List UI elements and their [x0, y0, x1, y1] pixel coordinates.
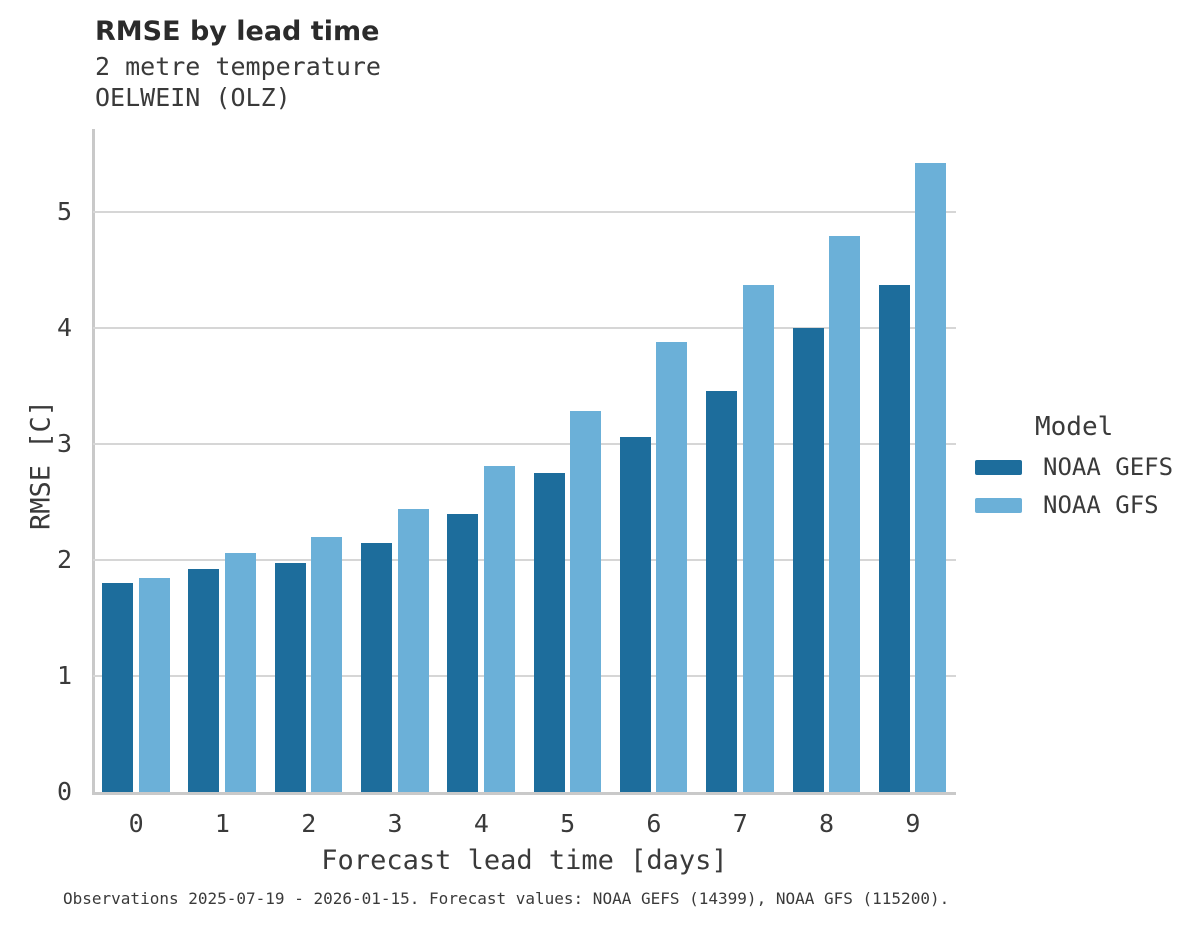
bar-noaa-gfs-lead-5: [570, 410, 602, 792]
legend-title: Model: [1035, 412, 1114, 442]
chart-subtitle-station: OELWEIN (OLZ): [95, 83, 291, 112]
y-tick-label-0: 0: [56, 777, 72, 806]
y-axis-spine: [92, 129, 95, 795]
bar-noaa-gfs-lead-3: [397, 509, 429, 792]
legend: Model NOAA GEFS NOAA GFS: [975, 412, 1195, 530]
gridline-y-3: [93, 442, 956, 446]
x-axis-title: Forecast lead time [days]: [321, 845, 728, 876]
bar-noaa-gfs-lead-2: [311, 537, 343, 792]
bar-noaa-gfs-lead-8: [829, 235, 861, 792]
bar-noaa-gefs-lead-3: [361, 542, 393, 792]
bar-noaa-gefs-lead-6: [619, 437, 651, 792]
chart-subtitle-variable: 2 metre temperature: [95, 52, 381, 81]
x-tick-label-6: 6: [646, 809, 662, 838]
bar-noaa-gefs-lead-2: [274, 562, 306, 792]
x-tick-label-1: 1: [214, 809, 230, 838]
x-tick-label-4: 4: [473, 809, 489, 838]
legend-swatch-noaa-gefs: [975, 459, 1022, 475]
x-axis-spine: [92, 792, 956, 795]
bar-noaa-gfs-lead-0: [138, 577, 170, 792]
bar-noaa-gfs-lead-6: [656, 342, 688, 792]
legend-label: NOAA GEFS: [1043, 453, 1174, 481]
bar-noaa-gefs-lead-1: [188, 569, 220, 792]
x-tick-label-2: 2: [301, 809, 317, 838]
chart-title: RMSE by lead time: [95, 16, 380, 47]
x-tick-label-5: 5: [560, 809, 576, 838]
y-tick-label-5: 5: [56, 197, 72, 227]
chart-caption: Observations 2025-07-19 - 2026-01-15. Fo…: [63, 889, 950, 908]
bar-noaa-gefs-lead-0: [102, 583, 134, 792]
x-tick-label-0: 0: [128, 809, 144, 838]
x-tick-label-8: 8: [819, 809, 835, 838]
gridline-y-4: [93, 326, 956, 330]
bar-noaa-gfs-lead-7: [742, 285, 774, 792]
bar-noaa-gfs-lead-9: [915, 162, 947, 792]
legend-item-noaa-gefs: NOAA GEFS: [975, 454, 1195, 480]
gridline-y-1: [93, 674, 956, 678]
y-tick-label-2: 2: [56, 545, 72, 575]
bar-noaa-gefs-lead-8: [792, 328, 824, 792]
x-tick-label-9: 9: [905, 809, 921, 838]
legend-swatch-noaa-gfs: [975, 497, 1022, 513]
gridline-y-5: [93, 210, 956, 214]
x-tick-label-7: 7: [732, 809, 748, 838]
legend-label: NOAA GFS: [1043, 491, 1159, 519]
plot-panel: [93, 129, 956, 792]
y-tick-label-1: 1: [56, 661, 72, 691]
bar-noaa-gfs-lead-4: [483, 466, 515, 792]
gridline-y-2: [93, 558, 956, 562]
bar-noaa-gefs-lead-4: [447, 513, 479, 792]
y-tick-label-3: 3: [56, 429, 72, 459]
y-tick-label-4: 4: [56, 313, 72, 343]
x-tick-label-3: 3: [387, 809, 403, 838]
bar-noaa-gfs-lead-1: [224, 553, 256, 792]
bar-noaa-gefs-lead-7: [706, 390, 738, 792]
bar-noaa-gefs-lead-5: [533, 473, 565, 792]
legend-item-noaa-gfs: NOAA GFS: [975, 492, 1195, 518]
y-axis-title: RMSE [C]: [25, 399, 57, 531]
bar-noaa-gefs-lead-9: [878, 285, 910, 792]
